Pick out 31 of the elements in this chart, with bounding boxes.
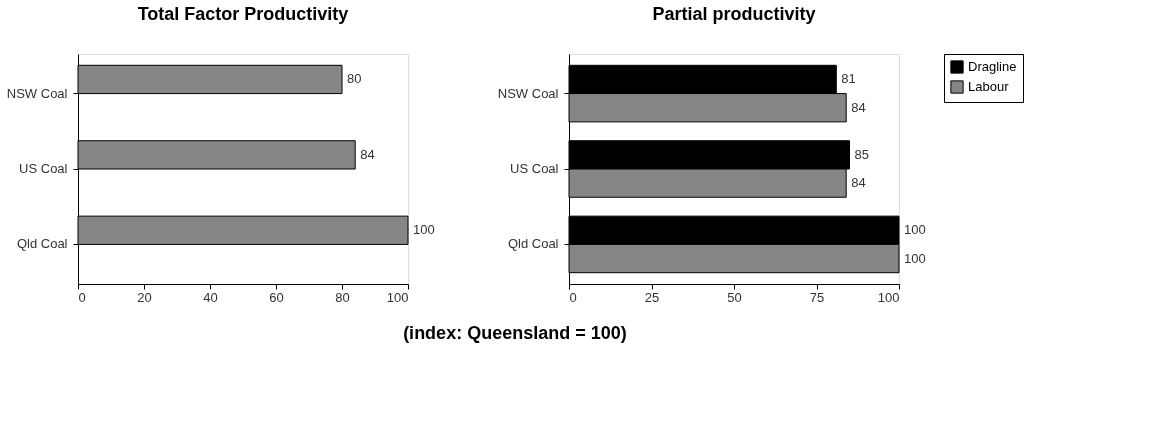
x-tick-label: 20 [137, 289, 152, 305]
x-tick-label: 0 [78, 289, 86, 305]
chart-title: Total Factor Productivity [137, 4, 349, 24]
x-tick-label: 100 [386, 289, 409, 305]
y-tick-label: US Coal [19, 161, 68, 176]
data-label: 80 [347, 71, 362, 87]
x-tick-label: 40 [203, 289, 218, 305]
data-label: 81 [841, 71, 856, 87]
data-label: 100 [413, 222, 435, 238]
data-label: 100 [904, 250, 926, 266]
data-label: 84 [851, 175, 866, 191]
text: (index: Queensland = 100) [403, 322, 627, 343]
y-tick-label: NSW Coal [6, 85, 68, 101]
chart-title: Partial productivity [652, 3, 816, 24]
y-tick-label: Qld Coal [507, 236, 559, 252]
x-tick-label: 75 [809, 289, 825, 305]
x-tick-label: 25 [644, 289, 660, 305]
legend-label: Labour [968, 79, 1010, 94]
data-label: 100 [904, 222, 926, 238]
x-tick-label: 0 [569, 289, 577, 305]
data-label: 85 [854, 146, 869, 162]
y-tick-label: Qld Coal [16, 236, 68, 252]
x-tick-label: 50 [727, 289, 742, 305]
y-tick-label: NSW Coal [497, 85, 559, 101]
data-label: 84 [360, 146, 375, 162]
x-tick-label: 80 [335, 289, 350, 305]
y-tick-label: US Coal [510, 161, 559, 176]
legend-label: Dragline [968, 59, 1017, 74]
data-label: 84 [851, 99, 866, 115]
x-tick-label: 100 [877, 289, 900, 305]
x-tick-label: 60 [269, 289, 284, 305]
